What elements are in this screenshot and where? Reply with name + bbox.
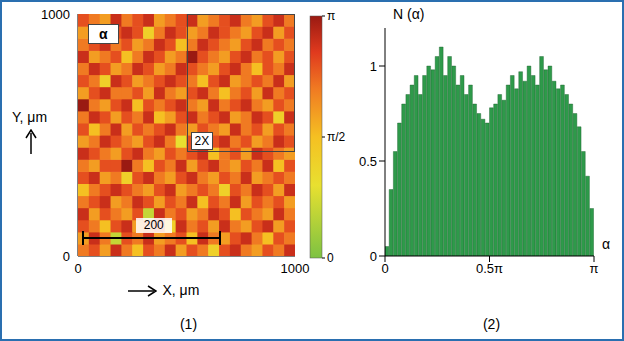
html-text:α: α [602, 236, 611, 252]
svg-text:1000: 1000 [281, 261, 310, 276]
svg-text:0: 0 [370, 249, 377, 264]
svg-text:1: 1 [370, 59, 377, 74]
svg-text:π: π [590, 261, 599, 276]
svg-text:0.5: 0.5 [359, 154, 377, 169]
html-text:2X: 2X [194, 133, 210, 148]
html-text:X, μm: X, μm [162, 282, 200, 298]
svg-text:0: 0 [327, 251, 334, 265]
html-text:(1): (1) [179, 316, 198, 332]
svg-text:0.5π: 0.5π [476, 261, 503, 276]
html-text:(2): (2) [482, 316, 501, 332]
html-text:Y, μm: Y, μm [12, 109, 47, 125]
svg-text:π: π [327, 9, 335, 23]
html-text:N (α): N (α) [393, 6, 425, 22]
html-text:200: 200 [143, 217, 164, 232]
svg-text:0: 0 [381, 261, 388, 276]
svg-text:π/2: π/2 [327, 130, 346, 144]
svg-text:0: 0 [74, 261, 81, 276]
html-text:α: α [99, 26, 108, 42]
svg-text:1000: 1000 [41, 7, 70, 22]
svg-text:0: 0 [63, 249, 70, 264]
